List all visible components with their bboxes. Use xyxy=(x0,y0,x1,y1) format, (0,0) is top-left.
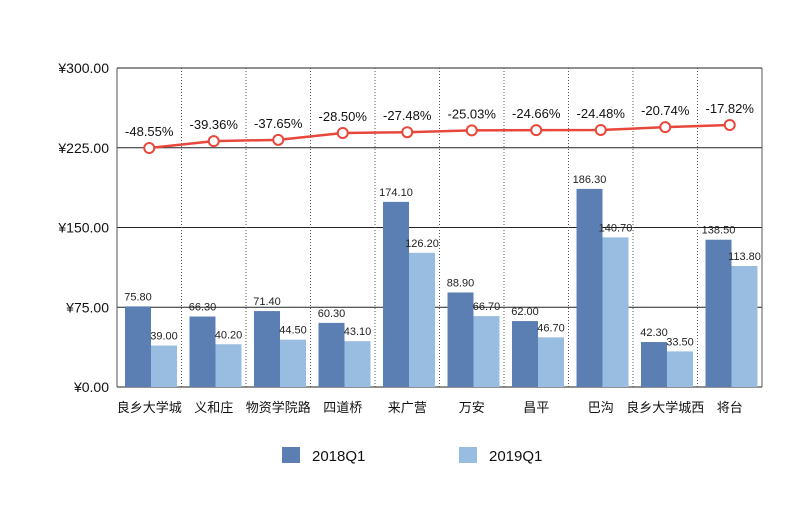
x-category-label: 良乡大学城 xyxy=(117,400,182,416)
bar-2019Q1 xyxy=(473,316,500,387)
change-point xyxy=(659,121,672,134)
change-point xyxy=(336,126,349,139)
bar-2019Q1 xyxy=(280,339,306,387)
change-point xyxy=(530,124,543,137)
x-category-label: 来广营 xyxy=(388,401,427,416)
bar-value-label: 39.00 xyxy=(150,331,178,343)
change-label: -20.74% xyxy=(641,103,690,118)
legend: 2018Q1 2019Q1 xyxy=(282,447,542,465)
change-point xyxy=(207,135,220,148)
bar-value-label: 60.30 xyxy=(318,308,346,320)
x-axis-categories: 良乡大学城 义和庄 物资学院路 四道桥 来广营 万安 昌平 巴沟 良乡大学城西 将台 xyxy=(117,400,743,416)
change-label: -25.03% xyxy=(448,106,497,121)
bar-2018Q1 xyxy=(254,311,280,387)
bar-2018Q1 xyxy=(318,322,345,387)
bar-2018Q1 xyxy=(512,321,538,387)
bar-2018Q1 xyxy=(641,342,667,387)
bar-value-label: 75.80 xyxy=(124,291,152,303)
legend-label: 2018Q1 xyxy=(312,448,365,465)
y-tick-label: ¥150.00 xyxy=(57,220,109,236)
x-category-label: 昌平 xyxy=(523,401,549,416)
y-tick-label: ¥225.00 xyxy=(57,140,109,156)
x-category-label: 四道桥 xyxy=(323,401,362,416)
x-category-label: 义和庄 xyxy=(194,400,233,416)
bar-value-label: 138.50 xyxy=(702,225,736,237)
change-label: -39.36% xyxy=(190,117,239,132)
x-category-label: 万安 xyxy=(459,401,485,416)
bar-value-label: 44.50 xyxy=(279,325,307,337)
bar-2019Q1 xyxy=(344,341,371,387)
bar-2018Q1 xyxy=(189,316,216,387)
bar-value-label: 113.80 xyxy=(728,251,761,263)
change-point xyxy=(272,133,285,146)
change-point xyxy=(723,119,736,131)
bar-2018Q1 xyxy=(447,292,474,387)
y-tick-label: ¥0.00 xyxy=(73,379,109,395)
bar-2018Q1 xyxy=(383,201,409,387)
bar-2018Q1 xyxy=(705,239,732,387)
change-label: -48.55% xyxy=(125,124,174,139)
bar-value-label: 43.10 xyxy=(344,326,372,338)
bar-value-label: 62.00 xyxy=(511,306,539,318)
legend-swatch xyxy=(459,447,477,463)
grid-layer xyxy=(116,67,763,388)
bar-value-labels: 75.80 39.00 66.30 40.20 71.40 44.50 60.30 43.10… xyxy=(124,174,761,348)
bar-value-label: 71.40 xyxy=(253,296,281,308)
bar-2019Q1 xyxy=(215,344,242,387)
bar-2019Q1 xyxy=(409,252,435,387)
change-label: -28.50% xyxy=(319,109,368,124)
change-point xyxy=(465,124,478,137)
x-category-label: 物资学院路 xyxy=(246,400,311,416)
y-tick-label: ¥300.00 xyxy=(57,60,109,76)
bar-value-label: 126.20 xyxy=(405,238,439,250)
bar-2019Q1 xyxy=(667,351,693,387)
change-point xyxy=(401,126,414,139)
bar-layer xyxy=(125,188,758,387)
bar-value-label: 88.90 xyxy=(447,277,475,289)
change-label: -24.66% xyxy=(512,106,561,121)
bar-value-label: 66.30 xyxy=(189,302,217,314)
x-category-label: 良乡大学城西 xyxy=(626,400,704,416)
bar-value-label: 40.20 xyxy=(215,329,243,341)
bar-2019Q1 xyxy=(731,265,758,387)
change-point xyxy=(143,142,156,154)
bar-2019Q1 xyxy=(538,337,564,387)
bar-2019Q1 xyxy=(602,237,629,387)
bar-value-label: 140.70 xyxy=(599,222,633,234)
x-category-label: 巴沟 xyxy=(588,401,614,416)
bar-value-label: 186.30 xyxy=(573,174,607,186)
y-axis-ticks: ¥0.00 ¥75.00 ¥150.00 ¥225.00 ¥300.00 xyxy=(57,60,109,395)
change-label: -24.48% xyxy=(577,106,626,121)
x-category-label: 将台 xyxy=(717,401,743,416)
legend-label: 2019Q1 xyxy=(489,448,542,465)
change-label: -37.65% xyxy=(254,116,303,131)
bar-value-label: 66.70 xyxy=(473,301,501,313)
change-line xyxy=(149,123,730,150)
bar-value-label: 33.50 xyxy=(666,336,694,348)
change-label: -17.82% xyxy=(706,101,755,116)
change-line-layer: -48.55% -39.36% -37.65% -28.50% -27.48% -25.0… xyxy=(125,101,755,154)
bar-value-label: 46.70 xyxy=(537,322,565,334)
bar-2019Q1 xyxy=(151,345,177,387)
legend-swatch xyxy=(282,447,300,463)
bar-value-label: 174.10 xyxy=(379,187,413,199)
change-point xyxy=(594,123,607,136)
bar-2018Q1 xyxy=(125,306,151,387)
change-label: -27.48% xyxy=(383,108,432,123)
bar-2018Q1 xyxy=(576,188,603,387)
bar-value-label: 42.30 xyxy=(640,327,668,339)
y-tick-label: ¥75.00 xyxy=(65,299,109,315)
